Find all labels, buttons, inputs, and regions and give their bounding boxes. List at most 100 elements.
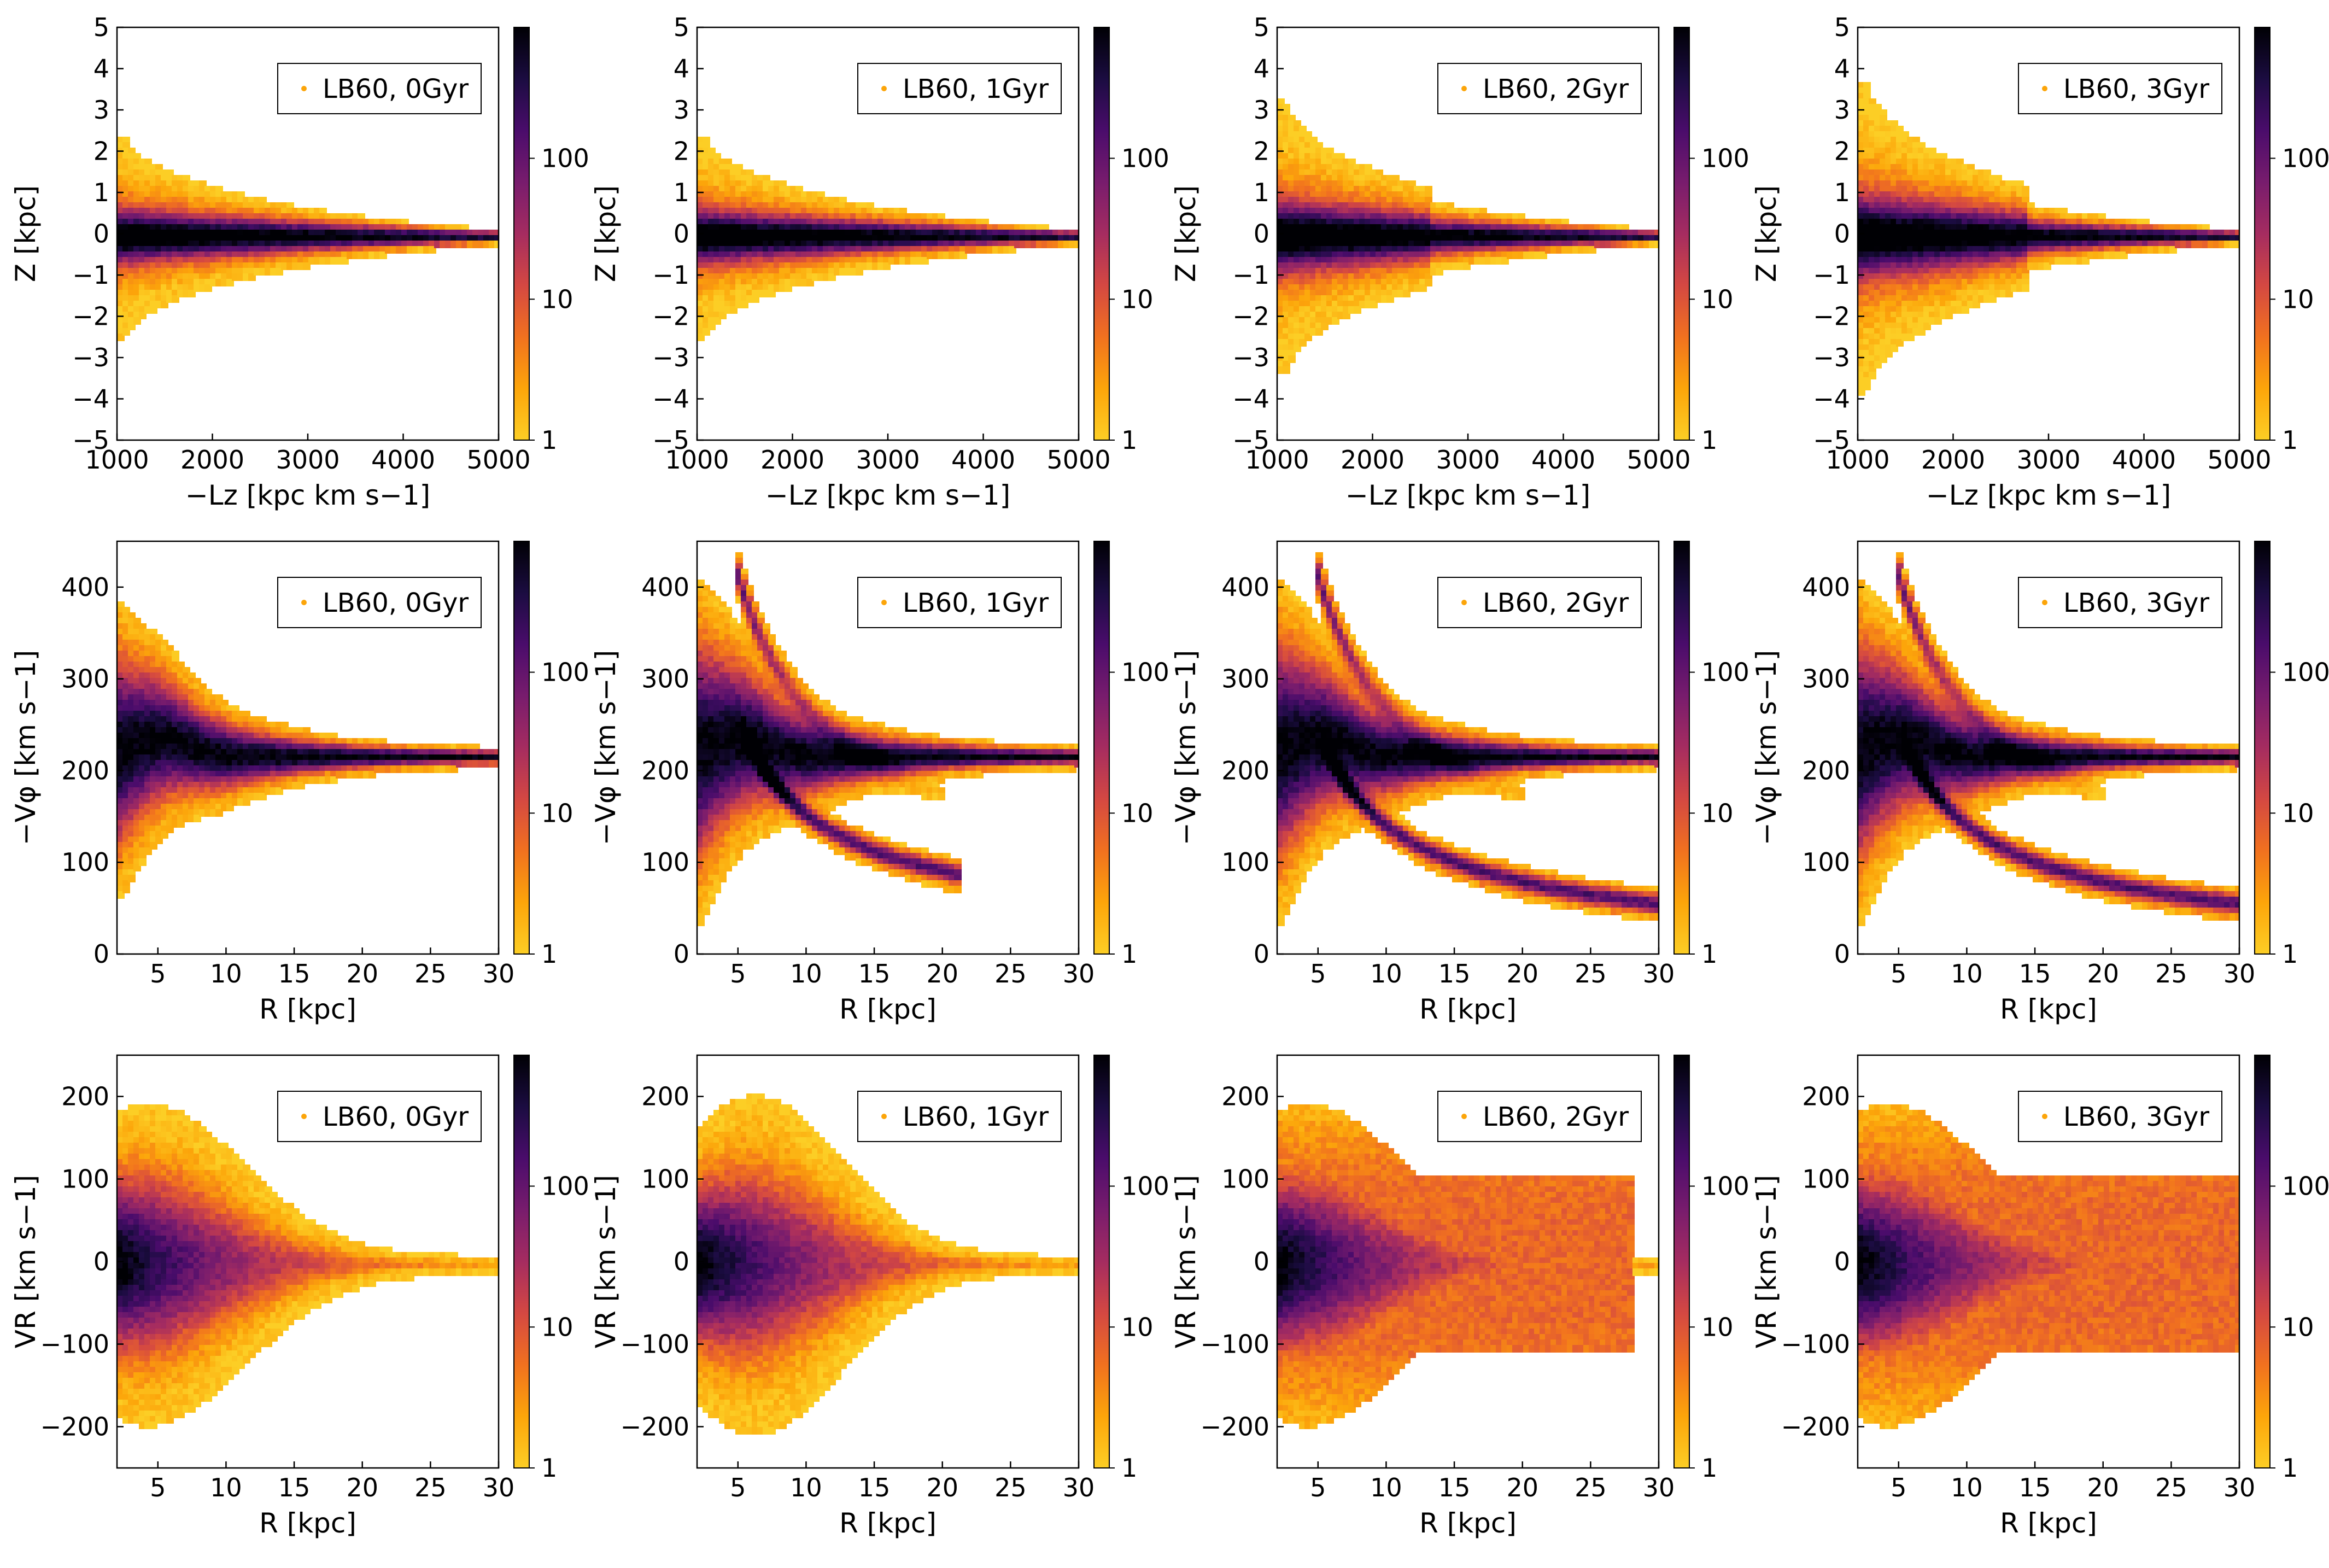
panel-r2-c3: 5 10 15 20 25 30 −200 −100 0 100 200 R [kpc] VR [km … (1751, 1054, 2329, 1539)
x-axis-label: −Lz [kpc km s−1] (1926, 479, 2171, 511)
x-tick-label: 2000 (1921, 445, 1985, 475)
density-map (697, 552, 1079, 926)
legend-label: LB60, 3Gyr (2063, 74, 2209, 104)
y-tick-label: −100 (621, 1330, 689, 1359)
colorbar (1673, 1055, 1690, 1468)
colorbar-tick-label: 100 (2282, 144, 2329, 173)
x-tick-label: 2000 (180, 445, 244, 475)
x-axis-label: R [kpc] (2000, 1507, 2097, 1539)
panel-r2-c2: 5 10 15 20 25 30 −200 −100 0 100 200 R [kpc] VR [km … (1170, 1054, 1749, 1539)
x-tick-label: 5 (1891, 959, 1906, 988)
legend-box (2018, 63, 2222, 114)
x-tick-label: 20 (1506, 959, 1538, 988)
y-tick-label: −3 (72, 343, 109, 372)
colorbar (1093, 1055, 1110, 1468)
x-tick-label: 5 (730, 959, 746, 988)
x-tick-label: 4000 (371, 445, 435, 475)
x-tick-label: 25 (414, 1473, 447, 1502)
y-tick-label: −100 (40, 1330, 109, 1359)
axes-frame (1857, 540, 2240, 955)
density-map (117, 137, 499, 341)
x-tick-label: 1000 (85, 445, 149, 475)
x-axis-label: R [kpc] (839, 993, 937, 1025)
density-map (117, 1104, 499, 1429)
density-map (1858, 552, 2239, 926)
legend-marker (301, 1114, 307, 1119)
y-axis-label: VR [km s−1] (1170, 1175, 1202, 1348)
density-map (697, 1093, 1079, 1435)
y-tick-label: 3 (674, 95, 689, 125)
legend-box (2018, 1091, 2222, 1142)
y-tick-label: 1 (93, 178, 109, 207)
x-tick-label: 20 (926, 1473, 958, 1502)
legend-label: LB60, 1Gyr (903, 588, 1049, 618)
legend-box (857, 63, 1062, 114)
y-axis-label: VR [km s−1] (590, 1175, 622, 1348)
y-tick-label: 2 (1254, 137, 1269, 166)
y-tick-label: 200 (641, 1082, 689, 1111)
y-tick-label: 200 (641, 756, 689, 785)
legend-label: LB60, 1Gyr (903, 1102, 1049, 1132)
y-axis-label: Z [kpc] (1170, 185, 1202, 282)
y-tick-label: 300 (641, 664, 689, 694)
x-tick-label: 15 (278, 959, 311, 988)
x-tick-label: 30 (1063, 959, 1095, 988)
colorbar (513, 1055, 530, 1468)
y-tick-label: 0 (1834, 939, 1850, 969)
colorbar (2254, 541, 2271, 955)
x-axis-label: R [kpc] (1419, 993, 1517, 1025)
x-axis-label: −Lz [kpc km s−1] (765, 479, 1010, 511)
colorbar-tick-label: 10 (1121, 798, 1154, 828)
colorbar-tick-label: 1 (541, 939, 557, 969)
legend-marker (2042, 600, 2047, 605)
colorbar (1673, 27, 1690, 441)
y-tick-label: 100 (1802, 1165, 1850, 1194)
y-tick-label: −100 (1781, 1330, 1850, 1359)
x-axis-label: −Lz [kpc km s−1] (185, 479, 430, 511)
y-tick-label: −2 (1813, 302, 1850, 331)
density-map (117, 601, 499, 899)
x-tick-label: 25 (1575, 959, 1607, 988)
x-axis-label: R [kpc] (259, 1507, 356, 1539)
colorbar (513, 27, 530, 441)
x-tick-label: 20 (346, 1473, 378, 1502)
y-tick-label: 5 (1254, 13, 1269, 42)
x-tick-label: 25 (2155, 1473, 2187, 1502)
colorbar-tick-label: 100 (1121, 144, 1169, 173)
colorbar-tick-label: 1 (2282, 1453, 2298, 1483)
x-tick-label: 1000 (1245, 445, 1309, 475)
legend-box (277, 577, 482, 628)
legend-label: LB60, 2Gyr (1483, 1102, 1629, 1132)
x-tick-label: 5000 (466, 445, 530, 475)
legend-box (277, 63, 482, 114)
y-tick-label: 0 (674, 939, 689, 969)
panel-r2-c0: 5 10 15 20 25 30 −200 −100 0 100 200 R [kpc] VR [km … (10, 1054, 589, 1539)
legend-label: LB60, 2Gyr (1483, 74, 1629, 104)
x-tick-label: 15 (278, 1473, 311, 1502)
y-tick-label: 4 (1834, 54, 1850, 84)
x-tick-label: 15 (2019, 1473, 2051, 1502)
colorbar-tick-label: 1 (2282, 939, 2298, 969)
y-tick-label: 100 (641, 847, 689, 877)
x-axis-label: R [kpc] (259, 993, 356, 1025)
x-tick-label: 4000 (1531, 445, 1595, 475)
colorbar-tick-label: 100 (541, 1172, 589, 1201)
y-tick-label: 0 (1254, 939, 1269, 969)
y-axis-label: Z [kpc] (590, 185, 622, 282)
y-tick-label: −5 (652, 425, 689, 455)
colorbar-tick-label: 1 (2282, 425, 2298, 455)
x-tick-label: 20 (2087, 959, 2119, 988)
y-tick-label: −2 (72, 302, 109, 331)
y-tick-label: 300 (1802, 664, 1850, 694)
y-tick-label: 2 (93, 137, 109, 166)
colorbar (513, 541, 530, 955)
y-tick-label: 100 (1802, 847, 1850, 877)
density-map (1277, 1104, 1659, 1429)
x-tick-label: 10 (790, 959, 822, 988)
x-tick-label: 10 (1951, 959, 1983, 988)
x-tick-label: 30 (1643, 959, 1675, 988)
colorbar-tick-label: 10 (2282, 798, 2314, 828)
